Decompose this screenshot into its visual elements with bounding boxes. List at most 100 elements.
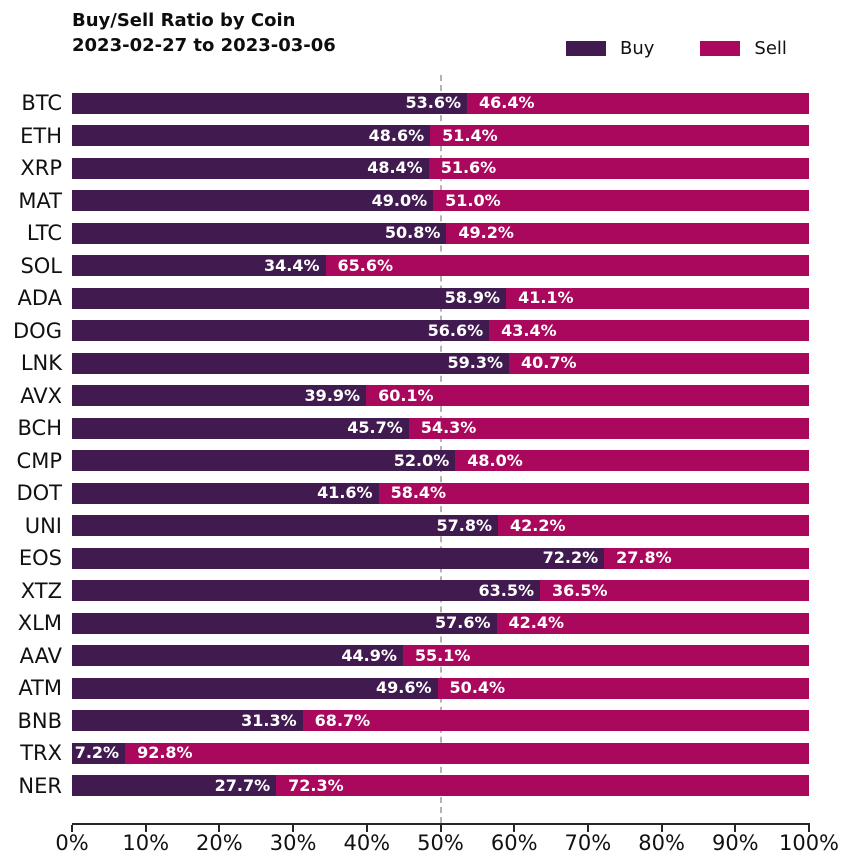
bar-row-ner: 27.7% 72.3%: [72, 770, 809, 803]
buy-value-label: 34.4%: [264, 255, 320, 275]
y-tick-label-btc: BTC: [21, 91, 62, 116]
sell-value-label: 43.4%: [501, 320, 557, 340]
buy-segment: 49.0%: [72, 190, 434, 212]
buy-value-label: 57.8%: [436, 515, 492, 535]
y-tick-label-mat: MAT: [18, 188, 62, 213]
bar-row-btc: 53.6% 46.4%: [72, 87, 809, 120]
sell-value-label: 42.2%: [509, 515, 566, 535]
x-tick-mark: [586, 825, 589, 832]
buy-value-label: 58.9%: [444, 288, 501, 308]
buy-value-label: 45.7%: [347, 418, 403, 438]
y-tick-label-dog: DOG: [13, 318, 62, 343]
sell-segment: 36.5%: [539, 580, 809, 602]
legend-item-sell: Sell: [700, 38, 787, 59]
buy-segment: 41.6%: [72, 482, 379, 504]
sell-value-label: 51.4%: [442, 125, 498, 145]
buy-value-label: 27.7%: [214, 775, 271, 795]
sell-value-label: 68.7%: [314, 710, 371, 730]
sell-value-label: 27.8%: [616, 548, 672, 568]
stacked-bar: 72.2% 27.8%: [72, 547, 809, 569]
buy-segment: 45.7%: [72, 417, 409, 439]
y-tick-label-aav: AAV: [19, 643, 62, 668]
y-tick-label-cmp: CMP: [16, 448, 62, 473]
y-tick-label-dot: DOT: [16, 481, 62, 506]
sell-value-label: 55.1%: [414, 645, 471, 665]
bar-row-bnb: 31.3% 68.7%: [72, 705, 809, 738]
buy-value-label: 52.0%: [393, 450, 450, 470]
sell-segment: 43.4%: [489, 320, 809, 342]
stacked-bar: 56.6% 43.4%: [72, 320, 809, 342]
x-tick-mark: [513, 825, 516, 832]
reference-line-50pct: [439, 75, 442, 823]
bar-row-lnk: 59.3% 40.7%: [72, 347, 809, 380]
x-tick-mark: [660, 825, 663, 832]
sell-value-label: 50.4%: [449, 678, 506, 698]
x-tick-label-70: 70%: [564, 831, 612, 855]
y-axis-labels: BTC ETH XRP MAT LTC SOL ADA DOG LNK AVX BCH CMP DOT U…: [0, 87, 62, 802]
buy-swatch-icon: [566, 41, 606, 56]
x-tick-label-50: 50%: [417, 831, 464, 855]
sell-segment: 65.6%: [325, 255, 809, 277]
y-tick-label-ltc: LTC: [26, 221, 62, 246]
bar-row-dot: 41.6% 58.4%: [72, 477, 809, 510]
sell-segment: 41.1%: [506, 287, 809, 309]
y-tick-label-lnk: LNK: [20, 351, 62, 376]
sell-segment: 27.8%: [604, 547, 809, 569]
x-tick-mark: [71, 825, 73, 832]
sell-value-label: 72.3%: [288, 775, 344, 795]
legend-item-buy: Buy: [566, 38, 654, 59]
sell-segment: 72.3%: [276, 775, 809, 797]
x-tick-label-20: 20%: [196, 831, 243, 855]
buy-value-label: 7.2%: [74, 743, 120, 763]
buy-segment: 34.4%: [72, 255, 326, 277]
sell-value-label: 36.5%: [551, 580, 608, 600]
x-tick-label-100: 100%: [778, 831, 840, 855]
x-tick-mark: [808, 825, 810, 832]
bar-row-xlm: 57.6% 42.4%: [72, 607, 809, 640]
buy-value-label: 49.6%: [376, 678, 432, 698]
plot-area: 53.6% 46.4% 48.6% 51.4% 48.4% 51.6% 49.0% 51.0%…: [72, 75, 809, 823]
buy-segment: 48.4%: [72, 157, 429, 179]
buy-segment: 57.6%: [72, 612, 497, 634]
legend-label-buy: Buy: [620, 38, 655, 59]
sell-value-label: 49.2%: [458, 223, 514, 243]
y-tick-label-xlm: XLM: [17, 611, 62, 636]
chart-title: Buy/Sell Ratio by Coin 2023-02-27 to 202…: [72, 10, 336, 56]
bar-row-mat: 49.0% 51.0%: [72, 185, 809, 218]
stacked-bar: 57.8% 42.2%: [72, 515, 809, 537]
sell-value-label: 60.1%: [378, 385, 434, 405]
sell-segment: 51.0%: [433, 190, 809, 212]
buy-segment: 48.6%: [72, 125, 431, 147]
buy-value-label: 50.8%: [384, 223, 441, 243]
buy-segment: 49.6%: [72, 677, 438, 699]
stacked-bar: 41.6% 58.4%: [72, 482, 809, 504]
buy-segment: 63.5%: [72, 580, 540, 602]
y-tick-label-ada: ADA: [17, 286, 62, 311]
buy-value-label: 48.4%: [367, 158, 423, 178]
sell-segment: 42.2%: [497, 515, 809, 537]
bar-row-eos: 72.2% 27.8%: [72, 542, 809, 575]
bar-row-ada: 58.9% 41.1%: [72, 282, 809, 315]
bar-row-sol: 34.4% 65.6%: [72, 250, 809, 283]
sell-value-label: 58.4%: [390, 483, 447, 503]
buy-segment: 59.3%: [72, 352, 510, 374]
buy-segment: 72.2%: [72, 547, 605, 569]
y-tick-label-eth: ETH: [20, 123, 62, 148]
stacked-bar: 44.9% 55.1%: [72, 645, 809, 667]
x-tick-label-60: 60%: [490, 831, 538, 855]
y-tick-label-atm: ATM: [18, 676, 62, 701]
buy-segment: 57.8%: [72, 515, 498, 537]
sell-segment: 55.1%: [402, 645, 809, 667]
legend-label-sell: Sell: [754, 38, 787, 59]
y-tick-label-ner: NER: [18, 773, 62, 798]
buy-value-label: 53.6%: [405, 93, 462, 113]
buy-segment: 27.7%: [72, 775, 277, 797]
stacked-bar: 45.7% 54.3%: [72, 417, 809, 439]
buy-segment: 52.0%: [72, 450, 456, 472]
sell-value-label: 51.6%: [440, 158, 497, 178]
buy-value-label: 49.0%: [371, 190, 428, 210]
stacked-bar: 52.0% 48.0%: [72, 450, 809, 472]
x-tick-mark: [144, 825, 147, 832]
y-tick-label-bch: BCH: [17, 416, 63, 441]
